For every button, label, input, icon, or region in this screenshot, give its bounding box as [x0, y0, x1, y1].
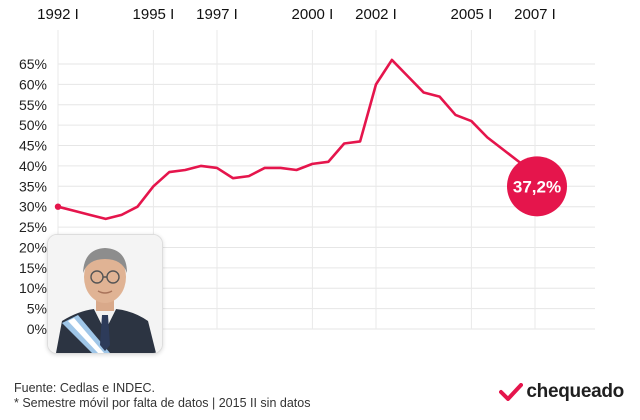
y-tick-label: 30% — [19, 199, 47, 215]
y-tick-label: 25% — [19, 219, 47, 235]
x-tick-label: 1992 I — [37, 6, 79, 23]
y-tick-label: 55% — [19, 97, 47, 113]
x-tick-label: 1997 I — [196, 6, 238, 23]
x-tick-label: 2005 I — [451, 6, 493, 23]
y-tick-label: 50% — [19, 117, 47, 133]
y-tick-label: 10% — [19, 280, 47, 296]
x-axis: 1992 I 1995 I 1997 I 2000 I 2002 I 2005 I 2007… — [37, 6, 556, 23]
x-tick-label: 2000 I — [292, 6, 334, 23]
y-tick-label: 0% — [27, 321, 47, 337]
y-tick-label: 45% — [19, 138, 47, 154]
end-value-bubble: 37,2% — [507, 156, 567, 217]
end-value-label: 37,2% — [513, 177, 561, 196]
checkmark-icon — [499, 383, 524, 401]
series-line — [56, 58, 537, 221]
x-tick-label: 2002 I — [355, 6, 397, 23]
y-tick-label: 40% — [19, 158, 47, 174]
portrait-photo — [47, 234, 163, 354]
logo-wordmark: chequeado — [526, 381, 624, 402]
y-tick-label: 60% — [19, 76, 47, 92]
y-tick-label: 5% — [27, 301, 47, 317]
y-tick-label: 15% — [19, 260, 47, 276]
y-tick-label: 20% — [19, 239, 47, 255]
portrait-image — [48, 235, 162, 353]
chart-grid — [57, 30, 595, 330]
y-axis: 0% 5% 10% 15% 20% 25% 30% 35% 40% 45% 50% 55% 60% 65% — [19, 56, 47, 337]
y-tick-label: 35% — [19, 178, 47, 194]
start-point — [54, 203, 62, 210]
footer: Fuente: Cedlas e INDEC. * Semestre móvil… — [14, 381, 310, 411]
y-tick-label: 65% — [19, 56, 47, 72]
chequeado-logo: chequeado — [499, 381, 624, 403]
x-tick-label: 1995 I — [133, 6, 175, 23]
methodology-note: * Semestre móvil por falta de datos | 20… — [14, 396, 311, 410]
source-note: Fuente: Cedlas e INDEC. — [14, 381, 156, 395]
x-tick-label: 2007 I — [514, 6, 556, 23]
line-chart: 0% 5% 10% 15% 20% 25% 30% 35% 40% 45% 50% 55% 60% 65%… — [19, 6, 595, 337]
